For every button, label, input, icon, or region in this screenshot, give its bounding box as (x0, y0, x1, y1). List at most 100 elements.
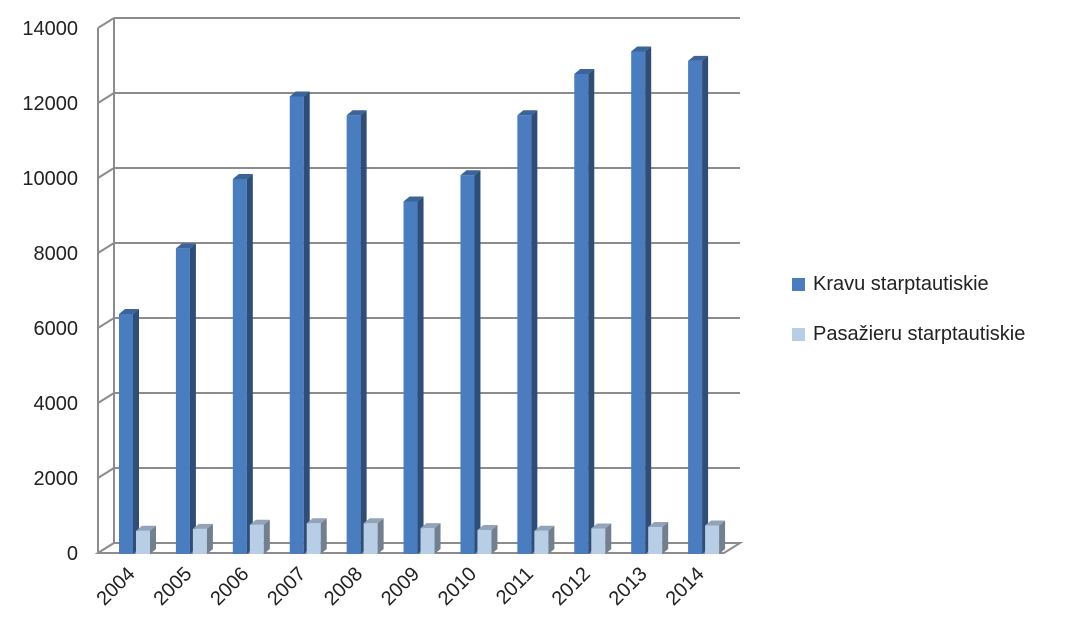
y-tick-label: 0 (67, 543, 78, 565)
gridline-diagonal (97, 92, 115, 104)
bar (705, 525, 720, 554)
bar-side (588, 69, 595, 554)
bar-top (705, 520, 726, 526)
legend-swatch-kravu (792, 277, 805, 291)
x-tick-label: 2013 (605, 563, 652, 610)
bar-side (377, 518, 384, 554)
bar-top (119, 309, 139, 314)
x-tick-label: 2008 (320, 563, 367, 610)
bar (591, 528, 606, 554)
bar (363, 523, 378, 554)
y-tick-label: 8000 (34, 243, 79, 265)
bar (477, 530, 492, 554)
legend-swatch-pasazieru (792, 327, 805, 341)
bar (534, 530, 549, 554)
bar (517, 115, 532, 554)
y-tick-label: 10000 (22, 168, 78, 190)
bar-top (460, 170, 481, 176)
bar (648, 527, 663, 554)
bar (136, 530, 150, 554)
bar-side (263, 519, 270, 554)
x-tick-label: 2004 (93, 563, 140, 610)
bar (631, 51, 646, 554)
legend-label: Pasažieru starptautiskie (813, 322, 1026, 345)
bar-side (417, 196, 424, 554)
y-tick-label: 4000 (34, 393, 79, 415)
bar-top (249, 519, 270, 525)
legend-item-pasazieru: Pasažieru starptautiskie (792, 320, 1025, 348)
x-tick-label: 2010 (434, 563, 481, 610)
bar-top (688, 55, 709, 61)
bar-top (534, 525, 555, 531)
bar (119, 314, 133, 554)
bar-top (175, 243, 196, 249)
bar-top (346, 110, 367, 116)
gridline-diagonal (97, 317, 115, 329)
bar-side (303, 91, 310, 554)
bar (403, 201, 418, 554)
bar-side (605, 523, 612, 554)
bar-side (719, 520, 726, 554)
bar-side (320, 518, 327, 554)
bar-top (574, 69, 595, 74)
bar-side (662, 522, 669, 554)
x-tick-label: 2011 (492, 563, 538, 609)
bar-side (150, 525, 156, 554)
bar (306, 523, 321, 554)
bar (574, 74, 589, 554)
bar-side (702, 55, 709, 554)
bar-side (434, 523, 441, 554)
x-tick-label: 2012 (548, 563, 595, 610)
y-axis-ticks: 0 2000 4000 6000 8000 10000 12000 14000 (22, 18, 78, 565)
legend-label: Kravu starptautiskie (813, 272, 989, 295)
legend: Kravu starptautiskie Pasažieru starptaut… (792, 270, 1025, 370)
bar-top (420, 523, 441, 529)
bar-side (474, 170, 481, 554)
bar-side (491, 525, 498, 554)
y-tick-label: 6000 (34, 318, 79, 340)
bar-side (189, 243, 196, 554)
bar-top (648, 522, 669, 527)
bar (346, 115, 361, 554)
bar-top (232, 174, 253, 179)
bar-top (517, 110, 538, 116)
bar-side (246, 174, 253, 554)
bar (420, 528, 435, 554)
bar-side (133, 309, 139, 554)
bar-top (363, 518, 384, 524)
gridline-diagonal (97, 17, 115, 29)
gridline-diagonal (97, 242, 115, 254)
y-tick-label: 2000 (34, 468, 79, 490)
x-axis-ticks: 2004 2005 2006 2007 2008 2009 2010 2011 2012 2013… (93, 563, 709, 610)
bar-top (403, 196, 424, 202)
bar-top (591, 523, 612, 529)
bar-top (306, 518, 327, 524)
legend-item-kravu: Kravu starptautiskie (792, 270, 1025, 298)
bar (460, 175, 475, 554)
bar-top (192, 523, 213, 529)
x-tick-label: 2005 (149, 563, 196, 610)
bar-top (136, 525, 156, 531)
bar (289, 96, 304, 554)
bar-top (631, 46, 652, 52)
bar-side (531, 110, 538, 554)
bar (688, 60, 703, 554)
bars (119, 46, 726, 554)
gridline-diagonal (97, 467, 115, 479)
bar-side (645, 46, 652, 554)
bar-top (289, 91, 310, 97)
bar-top (477, 525, 498, 530)
x-tick-label: 2009 (377, 563, 424, 610)
x-tick-label: 2006 (206, 563, 253, 610)
x-tick-label: 2007 (263, 563, 310, 610)
gridline-diagonal (97, 392, 115, 404)
bar (192, 528, 207, 554)
y-tick-label: 14000 (22, 18, 78, 40)
bar-side (360, 110, 367, 554)
bar-side (206, 523, 213, 554)
bar-side (548, 525, 555, 554)
x-tick-label: 2014 (662, 563, 709, 610)
gridline-diagonal (97, 167, 115, 179)
y-tick-label: 12000 (22, 93, 78, 115)
